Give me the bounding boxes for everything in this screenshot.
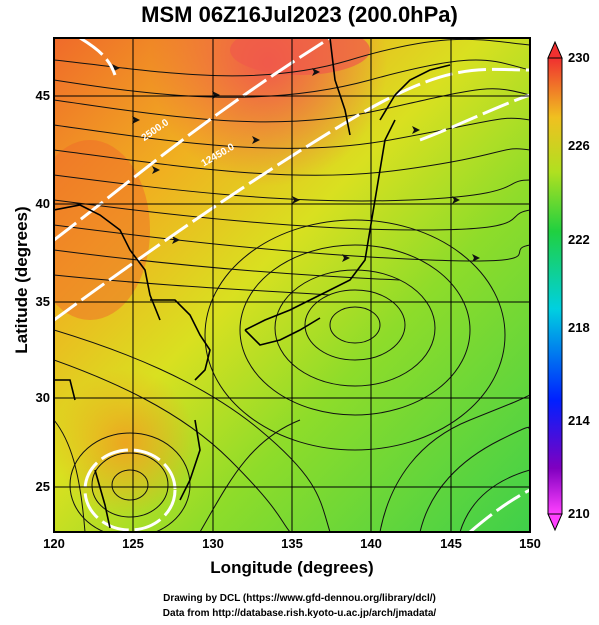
colorbar-tick-label: 226 xyxy=(568,138,590,153)
geopotential-contours xyxy=(54,38,530,532)
y-tick-label: 35 xyxy=(35,294,50,309)
x-tick-label: 130 xyxy=(202,536,224,551)
stream-arrows xyxy=(112,64,480,262)
x-tick-label: 150 xyxy=(519,536,541,551)
map-field xyxy=(54,38,530,532)
colorbar-tick-label: 218 xyxy=(568,320,590,335)
x-tick-label: 120 xyxy=(43,536,65,551)
y-tick-label: 40 xyxy=(35,196,50,211)
x-tick-label: 140 xyxy=(360,536,382,551)
streamlines xyxy=(54,38,530,532)
y-tick-label: 30 xyxy=(35,390,50,405)
x-tick-label: 125 xyxy=(122,536,144,551)
colorbar-tick-label: 210 xyxy=(568,506,590,521)
y-tick-label: 25 xyxy=(35,479,50,494)
credit-data: Data from http://database.rish.kyoto-u.a… xyxy=(162,608,437,619)
plot-frame xyxy=(53,37,531,533)
x-axis-label: Longitude (degrees) xyxy=(210,558,374,577)
x-tick-label: 135 xyxy=(281,536,303,551)
credit-drawing: Drawing by DCL (https://www.gfd-dennou.o… xyxy=(163,593,436,604)
colorbar-tick-label: 222 xyxy=(568,232,590,247)
coastlines xyxy=(54,38,451,529)
x-tick-label: 145 xyxy=(440,536,462,551)
colorbar-tick-label: 230 xyxy=(568,50,590,65)
colorbar xyxy=(547,40,563,532)
y-tick-label: 45 xyxy=(35,88,50,103)
colorbar-tick-label: 214 xyxy=(568,413,590,428)
chart-title: MSM 06Z16Jul2023 (200.0hPa) xyxy=(141,2,458,27)
